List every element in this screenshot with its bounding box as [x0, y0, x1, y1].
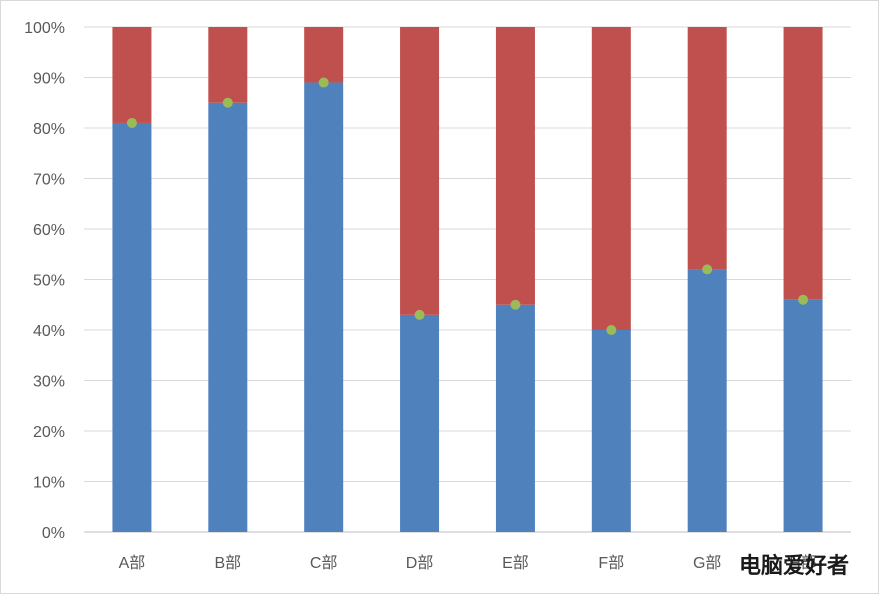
marker-point-7 [702, 264, 713, 275]
x-tick-label: B部 [214, 554, 241, 572]
y-axis-ticks: 0% 10% 20% 30% 40% 50% 60% 70% 80% 90% 100% [24, 20, 65, 542]
bar-series-2-8 [783, 27, 823, 300]
marker-point-6 [606, 325, 617, 335]
marker-point-8 [798, 294, 809, 305]
bar-series-1-7 [687, 269, 727, 532]
bar-series-1-8 [783, 299, 823, 532]
x-tick-label: A部 [119, 554, 146, 572]
markers [126, 77, 809, 335]
x-tick-label: G部 [693, 554, 721, 572]
y-tick-label: 40% [33, 323, 65, 340]
bar-series-2-6 [591, 27, 631, 330]
x-tick-label: F部 [598, 554, 624, 572]
bar-series-2-5 [495, 27, 535, 305]
bar-series-2-7 [687, 27, 727, 270]
x-axis-ticks: A部 B部 C部 D部 E部 F部 G部 H部 [119, 554, 817, 572]
marker-point-4 [414, 309, 425, 320]
marker-point-2 [222, 97, 233, 108]
x-tick-label: E部 [502, 554, 529, 572]
gridlines [84, 26, 851, 533]
marker-point-3 [318, 77, 329, 88]
bar-series-1-1 [112, 122, 152, 532]
x-tick-label: H部 [789, 554, 817, 572]
y-tick-label: 100% [24, 20, 65, 37]
bar-series-1-4 [400, 314, 440, 532]
bar-series-2-1 [112, 27, 152, 123]
y-tick-label: 70% [33, 172, 65, 189]
bar-series-1-5 [495, 304, 535, 532]
y-tick-label: 20% [33, 424, 65, 441]
y-tick-label: 30% [33, 374, 65, 391]
bar-series-2-3 [304, 27, 344, 83]
bar-series-2-2 [208, 27, 248, 103]
x-tick-label: D部 [406, 554, 434, 572]
marker-point-5 [510, 299, 521, 310]
y-tick-label: 80% [33, 121, 65, 138]
bar-series-1-2 [208, 102, 248, 532]
y-tick-label: 90% [33, 71, 65, 88]
bar-series-2-4 [400, 27, 440, 315]
y-tick-label: 10% [33, 475, 65, 492]
y-tick-label: 0% [42, 525, 65, 542]
x-tick-label: C部 [310, 554, 338, 572]
bars [112, 27, 823, 533]
marker-point-1 [126, 117, 137, 128]
bar-series-1-6 [591, 330, 631, 532]
y-tick-label: 60% [33, 222, 65, 239]
bar-series-1-3 [304, 82, 344, 533]
watermark-text: 电脑爱好者 [739, 553, 849, 578]
y-tick-label: 50% [33, 273, 65, 290]
